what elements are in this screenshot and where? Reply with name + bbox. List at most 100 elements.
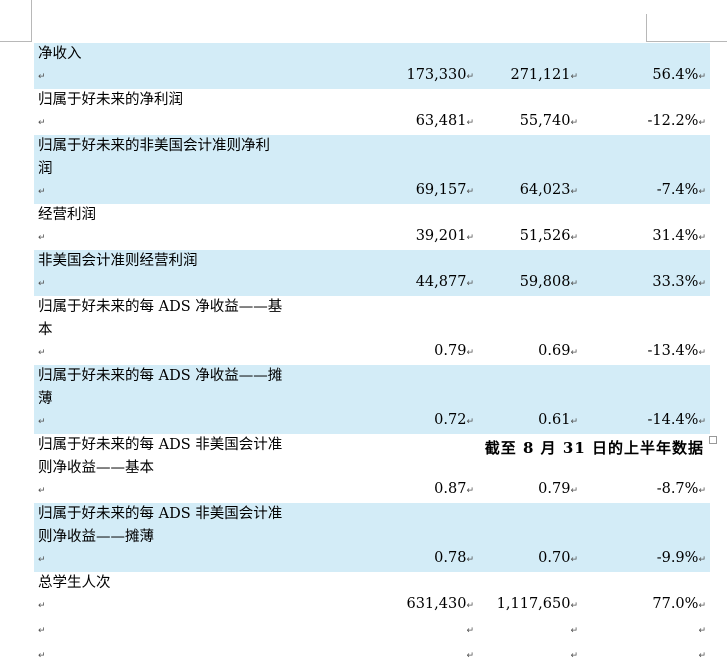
row-label-text: 非美国会计准则经营利润 — [38, 253, 198, 269]
paragraph-mark-icon: ↵ — [466, 348, 474, 358]
paragraph-mark-icon: ↵ — [698, 486, 706, 496]
paragraph-mark-icon: ↵ — [38, 651, 46, 661]
row-label-text: 润 — [38, 161, 53, 177]
paragraph-mark-icon: ↵ — [38, 233, 46, 243]
row-label-text: 则净收益——摊薄 — [38, 529, 154, 545]
empty-cell: ↵ — [34, 643, 348, 668]
table-row-empty: ↵ ↵ ↵ ↵ — [34, 643, 710, 668]
value-change-pct-text: -9.9% — [656, 550, 699, 566]
row-label: 总学生人次 ↵ — [34, 572, 348, 618]
row-label-line: 归属于好未来的净利润 ↵ — [38, 89, 344, 135]
value-period-1: 69,157↵ — [348, 135, 478, 204]
paragraph-mark-icon: ↵ — [466, 601, 474, 611]
margin-mark-top-right-horizontal — [647, 41, 727, 42]
margin-mark-top-right-vertical — [646, 14, 647, 42]
paragraph-mark-icon: ↵ — [466, 626, 474, 636]
value-period-2-text: 64,023 — [519, 182, 571, 198]
paragraph-mark-icon: ↵ — [38, 601, 46, 611]
value-period-1-text: 0.79 — [434, 343, 467, 359]
paragraph-mark-icon: ↵ — [698, 72, 706, 82]
value-period-2: 271,121↵ — [478, 43, 582, 89]
row-label-text: 归属于好未来的净利润 — [38, 92, 183, 108]
value-period-1-text: 173,330 — [406, 67, 467, 83]
row-label-line: 归属于好未来的每 ADS 非美国会计准 — [38, 503, 344, 526]
paragraph-mark-icon: ↵ — [38, 486, 46, 496]
value-period-1: 173,330↵ — [348, 43, 478, 89]
value-period-2-text: 1,117,650 — [496, 596, 571, 612]
row-label: 归属于好未来的每 ADS 净收益——基本 ↵ — [34, 296, 348, 365]
paragraph-mark-icon: ↵ — [570, 187, 578, 197]
paragraph-mark-icon: ↵ — [698, 348, 706, 358]
paragraph-mark-icon: ↵ — [466, 118, 474, 128]
value-period-1-text: 631,430 — [406, 596, 467, 612]
value-period-2: 1,117,650↵ — [478, 572, 582, 618]
paragraph-mark-icon: ↵ — [466, 651, 474, 661]
value-change-pct: -7.4%↵ — [582, 135, 710, 204]
row-label: 归属于好未来的每 ADS 非美国会计准则净收益——摊薄 ↵ — [34, 503, 348, 572]
paragraph-mark-icon: ↵ — [570, 348, 578, 358]
row-label: 归属于好未来的每 ADS 非美国会计准 则净收益——基本 ↵ — [34, 434, 348, 503]
row-label-text: 经营利润 — [38, 207, 96, 223]
value-change-pct-text: -7.4% — [656, 182, 699, 198]
margin-mark-top-left-horizontal — [0, 41, 31, 42]
paragraph-mark-icon: ↵ — [698, 187, 706, 197]
value-period-1-text: 0.87 — [434, 481, 467, 497]
table-row: 归属于好未来的每 ADS 净收益——摊薄 ↵ 0.72↵ 0.61↵ -14.4%↵ — [34, 365, 710, 434]
row-label-text: 归属于好未来的每 ADS 净收益——摊 — [38, 368, 283, 384]
row-label-text: 则净收益——基本 — [38, 460, 154, 476]
value-period-2-text: 59,808 — [519, 274, 571, 290]
row-label-line: 薄 ↵ — [38, 388, 344, 434]
table-resize-handle[interactable] — [709, 436, 717, 444]
value-period-1: 0.87↵ — [348, 434, 478, 503]
paragraph-mark-icon: ↵ — [466, 187, 474, 197]
paragraph-mark-icon: ↵ — [466, 233, 474, 243]
row-label: 非美国会计准则经营利润 ↵ — [34, 250, 348, 296]
paragraph-mark-icon: ↵ — [570, 651, 578, 661]
paragraph-mark-icon: ↵ — [570, 555, 578, 565]
value-change-pct-text: -12.2% — [647, 113, 699, 129]
table-row: 净收入 ↵ 173,330↵ 271,121↵ 56.4%↵ — [34, 43, 710, 89]
value-change-pct: 33.3%↵ — [582, 250, 710, 296]
value-period-1: 631,430↵ — [348, 572, 478, 618]
paragraph-mark-icon: ↵ — [570, 118, 578, 128]
table-row: 归属于好未来的净利润 ↵ 63,481↵ 55,740↵ -12.2%↵ — [34, 89, 710, 135]
value-change-pct-text: 33.3% — [652, 274, 699, 290]
value-period-1-text: 69,157 — [415, 182, 467, 198]
value-change-pct: -13.4%↵ — [582, 296, 710, 365]
empty-cell: ↵ — [478, 643, 582, 668]
paragraph-mark-icon: ↵ — [38, 348, 46, 358]
paragraph-mark-icon: ↵ — [698, 118, 706, 128]
table-row-empty: ↵ ↵ ↵ ↵ — [34, 618, 710, 643]
paragraph-mark-icon: ↵ — [38, 72, 46, 82]
value-change-pct-text: -14.4% — [647, 412, 699, 428]
value-period-2-text: 55,740 — [519, 113, 571, 129]
paragraph-mark-icon: ↵ — [570, 626, 578, 636]
row-label-text: 归属于好未来的非美国会计准则净利 — [38, 138, 270, 154]
paragraph-mark-icon: ↵ — [38, 187, 46, 197]
value-change-pct-text: -13.4% — [647, 343, 699, 359]
value-period-2-text: 51,526 — [519, 228, 571, 244]
paragraph-mark-icon: ↵ — [570, 601, 578, 611]
row-label-line: 经营利润 ↵ — [38, 204, 344, 250]
value-period-2-text: 0.70 — [538, 550, 571, 566]
value-change-pct: -9.9%↵ — [582, 503, 710, 572]
empty-cell: ↵ — [348, 618, 478, 643]
row-label: 经营利润 ↵ — [34, 204, 348, 250]
value-change-pct: 77.0%↵ — [582, 572, 710, 618]
value-change-pct: 56.4%↵ — [582, 43, 710, 89]
paragraph-mark-icon: ↵ — [698, 651, 706, 661]
value-period-2-text: 271,121 — [510, 67, 571, 83]
value-change-pct: 31.4%↵ — [582, 204, 710, 250]
value-period-2: 0.70↵ — [478, 503, 582, 572]
margin-mark-top-left-vertical — [31, 0, 32, 42]
paragraph-mark-icon: ↵ — [466, 279, 474, 289]
paragraph-mark-icon: ↵ — [38, 555, 46, 565]
row-label-line: 总学生人次 ↵ — [38, 572, 344, 618]
table-row: 归属于好未来的每 ADS 净收益——基本 ↵ 0.79↵ 0.69↵ -13.4%↵ — [34, 296, 710, 365]
value-period-1: 63,481↵ — [348, 89, 478, 135]
row-label-line: 本 ↵ — [38, 319, 344, 365]
paragraph-mark-icon: ↵ — [570, 233, 578, 243]
financial-table: 净收入 ↵ 173,330↵ 271,121↵ 56.4%↵ 归属于好未来的净利润 ↵ 63,… — [34, 43, 710, 668]
footnote: 截至 8 月 31 日的上半年数据 — [484, 439, 704, 457]
empty-cell: ↵ — [348, 643, 478, 668]
